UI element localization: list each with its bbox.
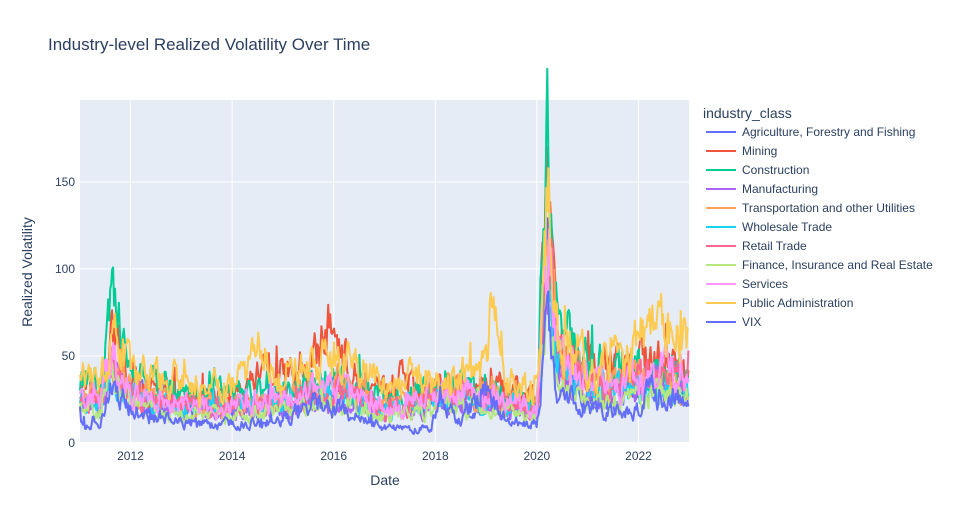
series-line xyxy=(79,167,689,409)
x-axis-title: Date xyxy=(370,472,400,488)
legend-label: Finance, Insurance and Real Estate xyxy=(742,258,933,272)
legend-item[interactable]: Construction xyxy=(706,163,809,177)
y-tick-label: 0 xyxy=(68,436,75,450)
x-tick-label: 2018 xyxy=(422,449,449,463)
x-tick-label: 2016 xyxy=(320,449,347,463)
legend-item[interactable]: Manufacturing xyxy=(706,182,818,196)
x-tick-label: 2022 xyxy=(625,449,652,463)
legend-item[interactable]: Finance, Insurance and Real Estate xyxy=(706,258,933,272)
legend-label: Transportation and other Utilities xyxy=(742,201,915,215)
legend-item[interactable]: Mining xyxy=(706,144,777,158)
legend-label: Public Administration xyxy=(742,296,853,310)
legend-item[interactable]: Public Administration xyxy=(706,296,853,310)
legend-label: Construction xyxy=(742,163,809,177)
legend-title: industry_class xyxy=(703,105,792,121)
legend-label: Mining xyxy=(742,144,777,158)
legend-label: Agriculture, Forestry and Fishing xyxy=(742,125,915,139)
series-line xyxy=(79,228,690,421)
legend-label: Services xyxy=(742,277,788,291)
legend-item[interactable]: Wholesale Trade xyxy=(706,220,832,234)
legend: industry_class Agriculture, Forestry and… xyxy=(703,105,933,329)
axis-ticks: 2012 2014 2016 2018 2020 2022 0 50 100 150 xyxy=(55,175,652,463)
y-tick-label: 150 xyxy=(55,175,75,189)
legend-label: Manufacturing xyxy=(742,182,818,196)
y-tick-label: 50 xyxy=(62,349,76,363)
legend-item[interactable]: Retail Trade xyxy=(706,239,807,253)
x-tick-label: 2014 xyxy=(219,449,246,463)
legend-label: Wholesale Trade xyxy=(742,220,832,234)
y-axis-title: Realized Volatility xyxy=(19,217,35,327)
x-tick-label: 2020 xyxy=(524,449,551,463)
series-lines xyxy=(79,67,690,435)
chart-title: Industry-level Realized Volatility Over … xyxy=(48,35,370,54)
series-line xyxy=(79,290,690,435)
legend-item[interactable]: Services xyxy=(706,277,788,291)
legend-label: VIX xyxy=(742,315,761,329)
x-tick-label: 2012 xyxy=(117,449,144,463)
legend-item[interactable]: Agriculture, Forestry and Fishing xyxy=(706,125,915,139)
gridlines xyxy=(80,100,689,444)
legend-label: Retail Trade xyxy=(742,239,807,253)
legend-item[interactable]: Transportation and other Utilities xyxy=(706,201,915,215)
legend-item[interactable]: VIX xyxy=(706,315,761,329)
y-tick-label: 100 xyxy=(55,262,75,276)
